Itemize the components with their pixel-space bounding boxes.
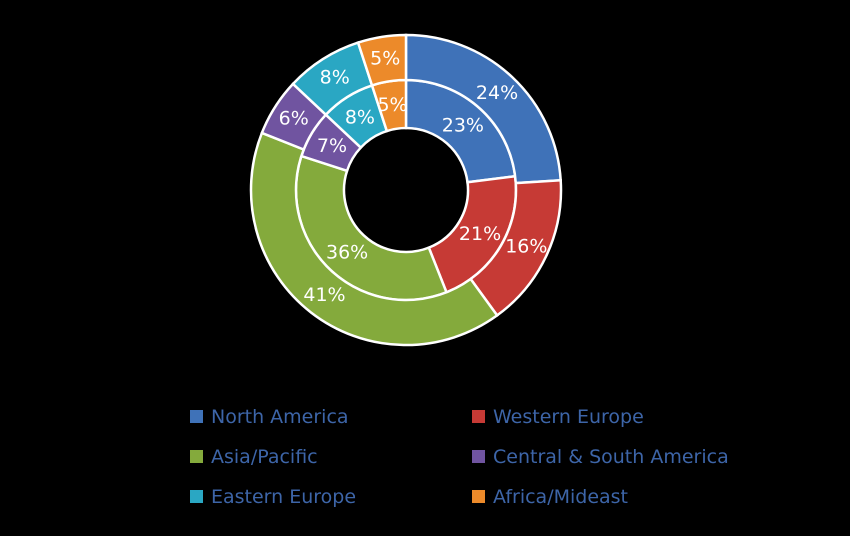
outer-ring-label-central-south-america: 6%	[279, 108, 309, 130]
legend-label: Western Europe	[493, 405, 644, 428]
legend-item-africa-mideast: Africa/Mideast	[472, 485, 772, 508]
legend-swatch	[190, 490, 203, 503]
legend-label: Central & South America	[493, 445, 729, 468]
legend-item-asia-pacific: Asia/Pacific	[190, 445, 472, 468]
outer-ring-label-asia-pacific: 41%	[303, 284, 345, 306]
inner-ring-label-north-america: 23%	[442, 114, 484, 136]
donut-chart: 23%21%36%7%8%5%24%16%41%6%8%5%	[249, 33, 563, 347]
legend-item-western-europe: Western Europe	[472, 405, 772, 428]
outer-ring-label-north-america: 24%	[476, 82, 518, 104]
legend-swatch	[472, 450, 485, 463]
inner-ring-label-eastern-europe: 8%	[345, 106, 375, 128]
inner-ring-label-western-europe: 21%	[459, 223, 501, 245]
legend-label: Africa/Mideast	[493, 485, 629, 508]
outer-ring-slice-asia-pacific	[249, 131, 499, 347]
legend-item-central-south-america: Central & South America	[472, 445, 772, 468]
legend-swatch	[190, 450, 203, 463]
legend-item-eastern-europe: Eastern Europe	[190, 485, 472, 508]
legend: North America Western Europe Asia/Pacifi…	[190, 405, 790, 508]
legend-swatch	[472, 410, 485, 423]
outer-ring-label-eastern-europe: 8%	[320, 67, 350, 89]
inner-ring-label-africa-mideast: 5%	[377, 94, 407, 116]
legend-swatch	[190, 410, 203, 423]
inner-ring-label-central-south-america: 7%	[317, 135, 347, 157]
inner-ring-label-asia-pacific: 36%	[326, 242, 368, 264]
outer-ring-label-africa-mideast: 5%	[370, 48, 400, 70]
legend-label: Asia/Pacific	[211, 445, 318, 468]
legend-label: North America	[211, 405, 349, 428]
outer-ring-slice-africa-mideast	[356, 33, 408, 87]
legend-item-north-america: North America	[190, 405, 472, 428]
legend-label: Eastern Europe	[211, 485, 357, 508]
legend-swatch	[472, 490, 485, 503]
outer-ring-label-western-europe: 16%	[505, 236, 547, 258]
